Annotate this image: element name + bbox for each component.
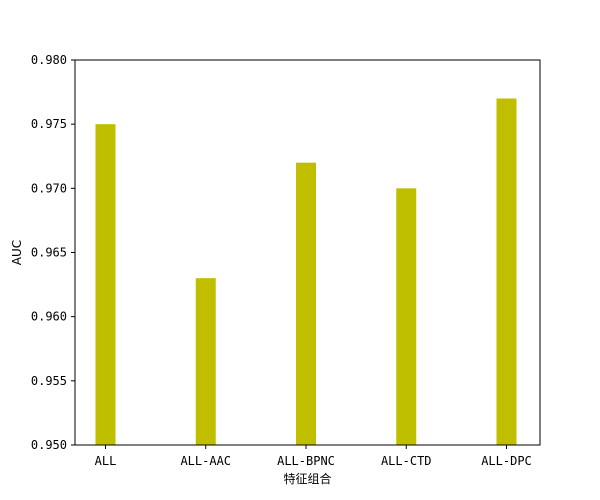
y-tick-label: 0.980 (31, 53, 67, 67)
x-tick-label: ALL-CTD (381, 454, 432, 468)
y-tick-label: 0.950 (31, 438, 67, 452)
y-tick-label: 0.955 (31, 374, 67, 388)
x-tick-label: ALL-AAC (180, 454, 231, 468)
y-tick-label: 0.970 (31, 181, 67, 195)
y-tick-label: 0.960 (31, 310, 67, 324)
plot-frame (74, 59, 541, 446)
y-tick-label: 0.975 (31, 117, 67, 131)
x-tick-label: ALL-DPC (481, 454, 532, 468)
y-axis-ticks: 0.950 0.955 0.960 0.965 0.970 0.975 0.980 (31, 53, 75, 452)
x-tick-label: ALL-BPNC (277, 454, 335, 468)
bar-all-aac (195, 278, 216, 445)
y-axis-label: AUC (10, 240, 24, 265)
bar-all-dpc (496, 98, 517, 445)
bars-group (95, 98, 517, 446)
x-tick-label: ALL (95, 454, 117, 468)
bar-all-ctd (396, 188, 417, 446)
bar-all-bpnc (296, 162, 316, 445)
x-axis-ticks: ALL ALL-AAC ALL-BPNC ALL-CTD ALL-DPC (95, 445, 532, 468)
x-axis-label: 特征组合 (283, 471, 331, 486)
y-tick-label: 0.965 (31, 246, 67, 260)
bar-all (95, 124, 116, 446)
